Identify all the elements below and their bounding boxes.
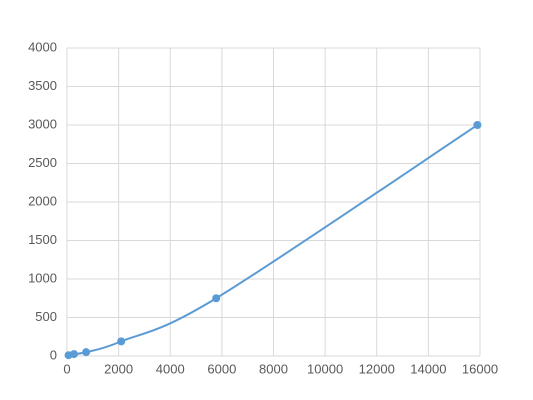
y-tick-label: 3000 <box>28 116 57 131</box>
data-point <box>473 121 482 129</box>
x-tick-label: 16000 <box>462 361 498 376</box>
x-tick-label: 4000 <box>156 361 185 376</box>
data-point <box>212 294 221 303</box>
y-tick-label: 2000 <box>28 193 57 208</box>
data-point <box>82 348 91 357</box>
y-tick-label: 1500 <box>28 232 57 247</box>
y-tick-label: 4000 <box>28 39 57 54</box>
y-tick-label: 2500 <box>28 155 57 170</box>
x-tick-label: 6000 <box>207 361 236 376</box>
x-tick-label: 12000 <box>359 361 395 376</box>
x-tick-label: 0 <box>63 361 70 376</box>
x-tick-label: 2000 <box>104 361 133 376</box>
y-tick-label: 1000 <box>28 270 57 285</box>
y-tick-label: 500 <box>35 309 57 324</box>
x-tick-label: 10000 <box>307 361 343 376</box>
y-tick-label: 0 <box>50 347 57 362</box>
data-point <box>117 337 126 346</box>
x-tick-label: 8000 <box>259 361 288 376</box>
y-tick-label: 3500 <box>28 78 57 93</box>
data-point <box>69 350 78 359</box>
x-tick-label: 14000 <box>410 361 446 376</box>
